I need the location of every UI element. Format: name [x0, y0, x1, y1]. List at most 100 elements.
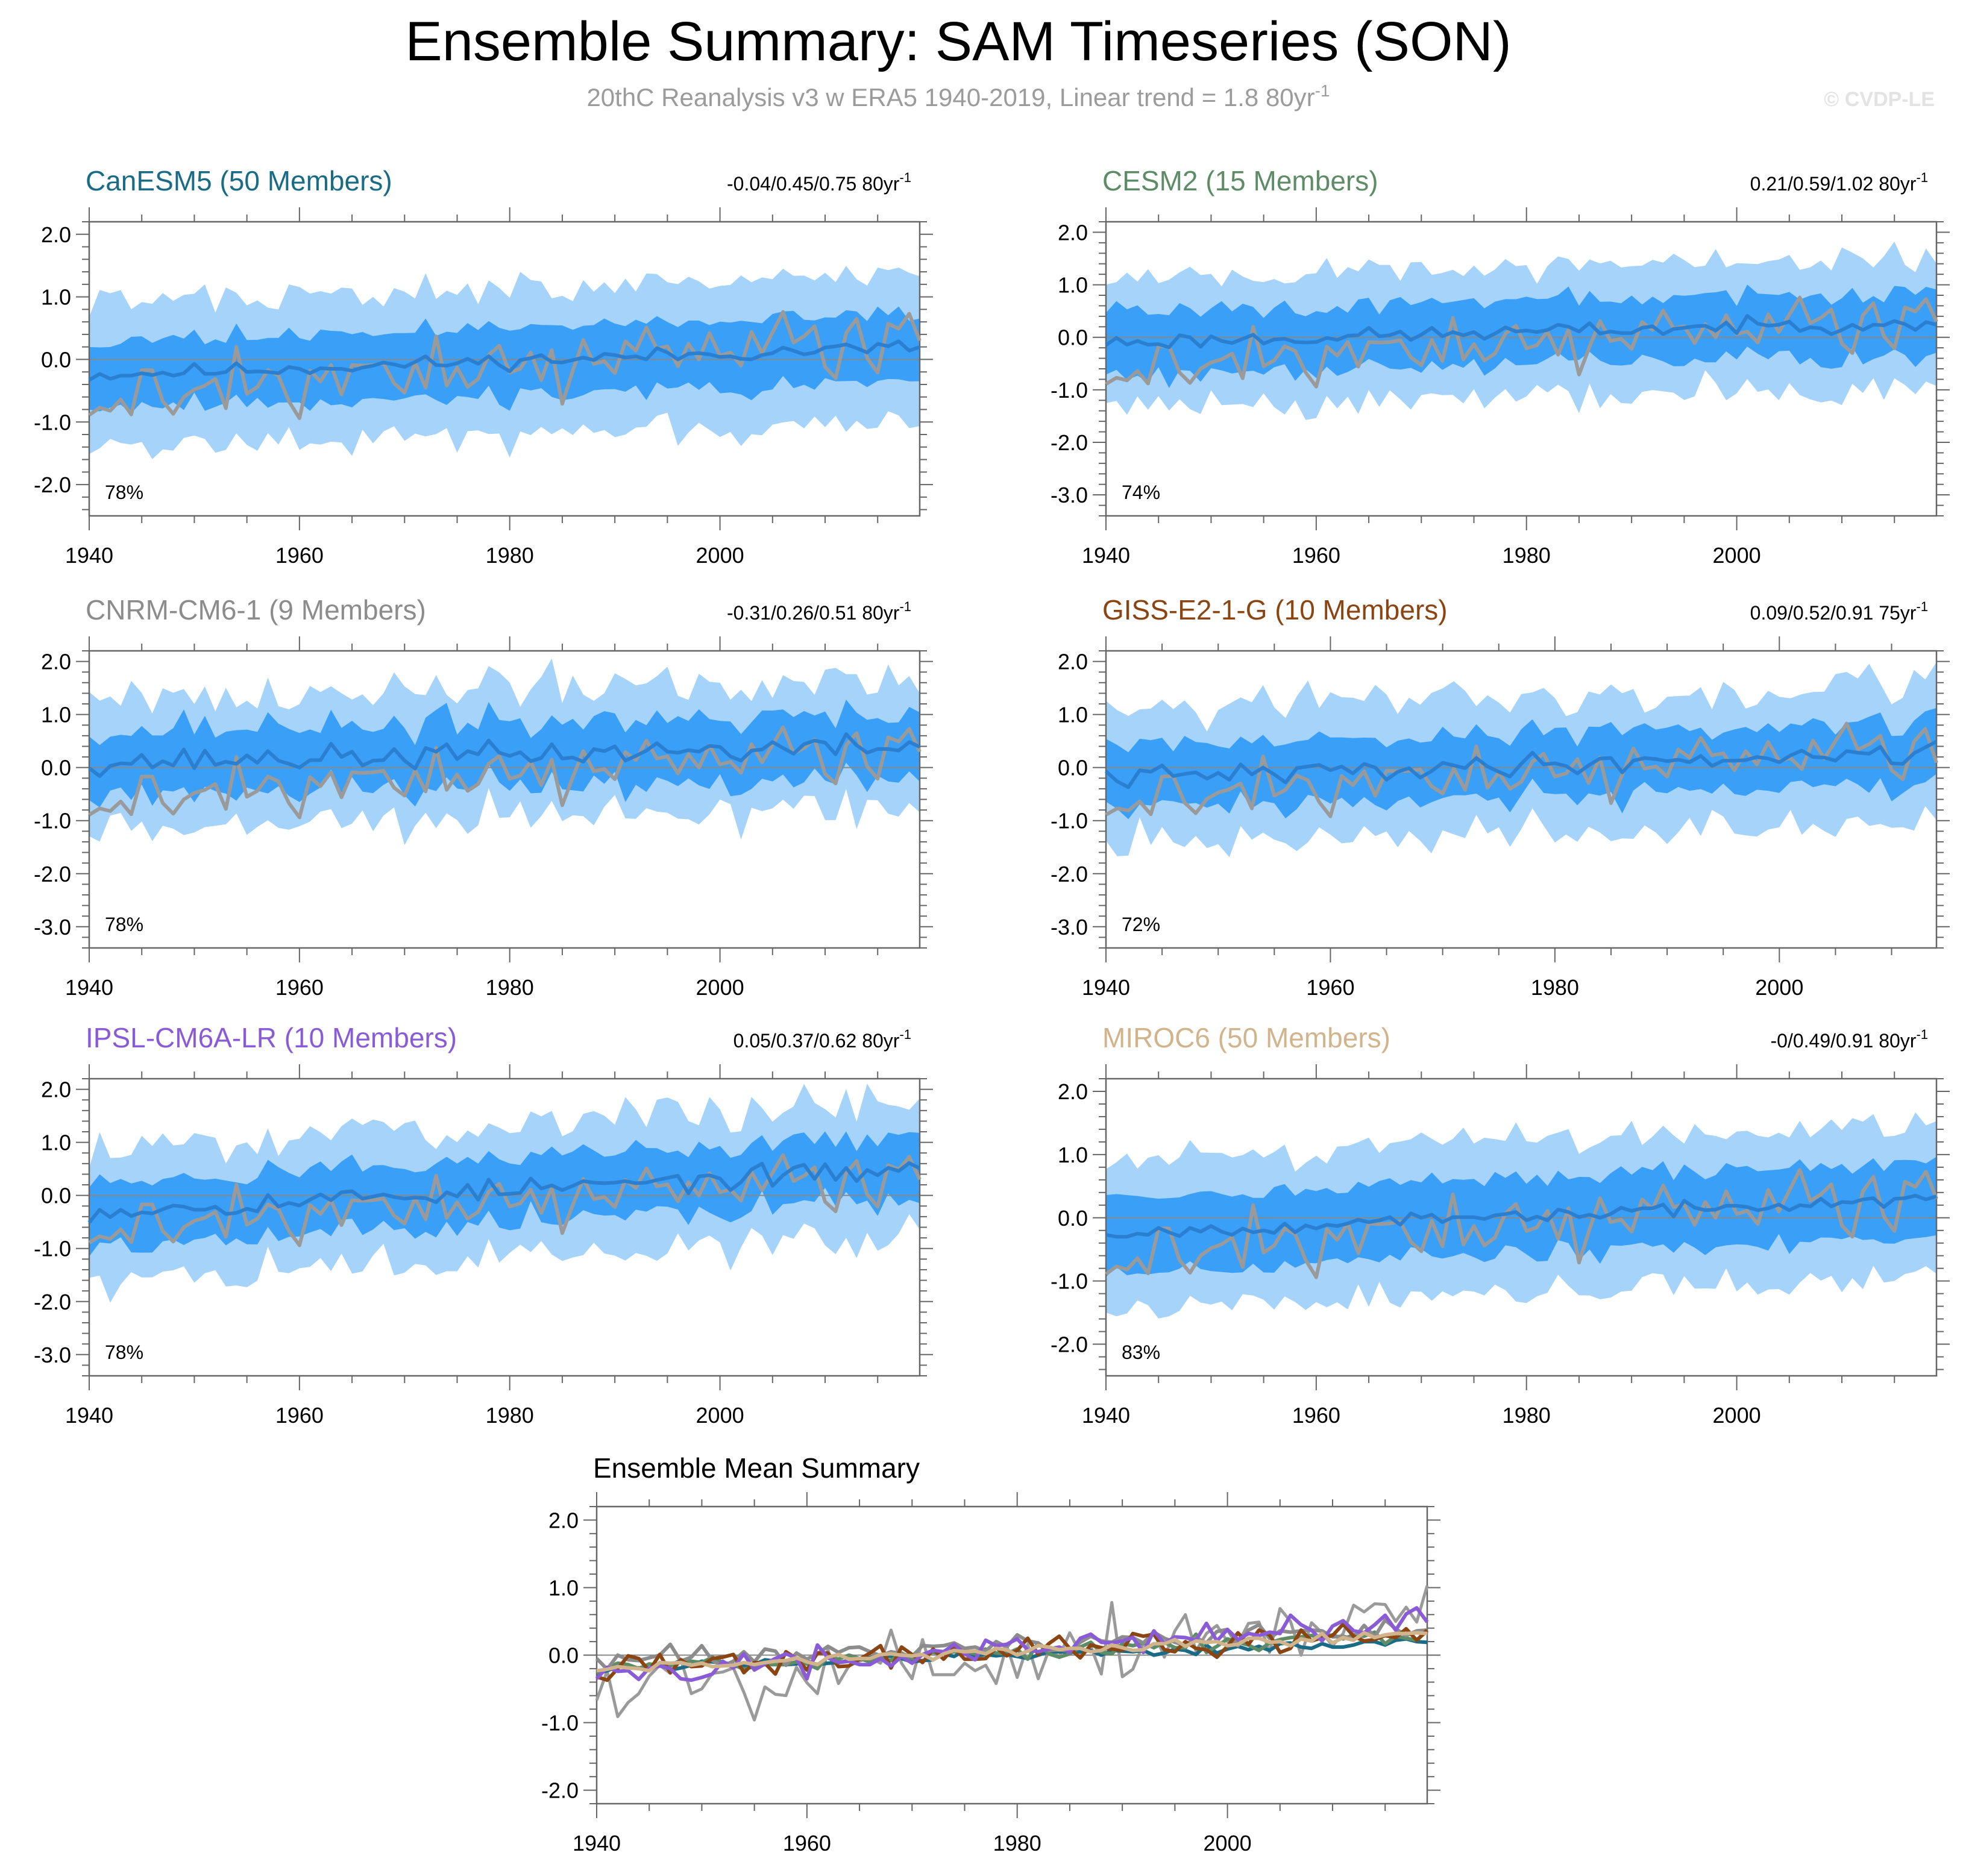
- ensmean-ytick-label: -1.0: [541, 1711, 579, 1736]
- cnrm-xtick-label: 1980: [486, 975, 534, 1000]
- ipsl-xtick-label: 1940: [65, 1403, 113, 1428]
- canesm5-plot-frame: [88, 221, 921, 517]
- ipsl-panel-title: IPSL-CM6A-LR (10 Members): [86, 1022, 457, 1053]
- canesm5-percent-label: 78%: [105, 482, 143, 503]
- ensmean-ytick-label: 0.0: [548, 1643, 579, 1668]
- canesm5-trend-label: -0.04/0.45/0.75 80yr-1: [727, 170, 911, 195]
- ensmean-xtick-label: 1980: [993, 1831, 1041, 1856]
- ipsl-ytick-label: -3.0: [34, 1343, 71, 1367]
- cesm2-ytick-label: -2.0: [1051, 430, 1088, 455]
- miroc6-xtick-label: 1980: [1503, 1403, 1551, 1428]
- ensmean-panel-title: Ensemble Mean Summary: [593, 1452, 920, 1484]
- canesm5-trend-superscript: -1: [899, 170, 911, 185]
- cesm2-observation-line: [1105, 295, 1938, 389]
- giss-xtick-label: 1940: [1082, 975, 1130, 1000]
- miroc6-xtick-label: 1960: [1292, 1403, 1340, 1428]
- miroc6-trend-text: -0/0.49/0.91 80yr: [1771, 1030, 1917, 1052]
- cnrm-percent-label: 78%: [105, 914, 143, 935]
- copyright-label: © CVDP-LE: [1824, 88, 1935, 111]
- cesm2-ytick-label: 0.0: [1058, 325, 1088, 350]
- cnrm-trend-superscript: -1: [899, 599, 911, 614]
- canesm5-observation-line: [88, 310, 922, 420]
- ipsl-ytick-label: 0.0: [41, 1184, 71, 1208]
- giss-trend-superscript: -1: [1916, 599, 1928, 614]
- canesm5-xtick-label: 1960: [275, 543, 324, 568]
- cnrm-xtick-label: 2000: [696, 975, 744, 1000]
- cnrm-ytick-label: 2.0: [41, 650, 71, 674]
- cesm2-trend-text: 0.21/0.59/1.02 80yr: [1750, 173, 1917, 195]
- giss-xtick-label: 1980: [1531, 975, 1579, 1000]
- canesm5-panel-title: CanESM5 (50 Members): [86, 165, 392, 196]
- canesm5-trend-text: -0.04/0.45/0.75 80yr: [727, 173, 900, 195]
- giss-ytick-label: -2.0: [1051, 862, 1088, 886]
- panel-miroc6: -2.0 -1.0 0.0 1.0 2.0 1940 1960 1980 2000 MIROC6 …: [1051, 1022, 1950, 1428]
- ensmean-xtick-label: 1940: [573, 1831, 621, 1856]
- cnrm-observation-line: [88, 725, 922, 820]
- giss-trend-text: 0.09/0.52/0.91 75yr: [1750, 602, 1917, 624]
- miroc6-ytick-label: 2.0: [1058, 1079, 1088, 1104]
- canesm5-ytick-label: -2.0: [34, 472, 71, 497]
- giss-xtick-label: 1960: [1306, 975, 1354, 1000]
- cesm2-ytick-label: -1.0: [1051, 378, 1088, 403]
- ipsl-trend-label: 0.05/0.37/0.62 80yr-1: [733, 1027, 911, 1052]
- panel-ipsl: -3.0 -2.0 -1.0 0.0 1.0 2.0 1940 1960 1980 2000 IPS…: [34, 1022, 933, 1428]
- ensmean-xtick-label: 1960: [783, 1831, 831, 1856]
- giss-panel-title: GISS-E2-1-G (10 Members): [1102, 594, 1448, 626]
- giss-ensemble-mean-line: [1104, 739, 1938, 789]
- giss-trend-label: 0.09/0.52/0.91 75yr-1: [1750, 599, 1928, 624]
- giss-xtick-label: 2000: [1755, 975, 1803, 1000]
- giss-ytick-label: -1.0: [1051, 809, 1088, 833]
- miroc6-xtick-label: 2000: [1713, 1403, 1761, 1428]
- panel-giss: -3.0 -2.0 -1.0 0.0 1.0 2.0 1940 1960 1980 2000 GIS…: [1051, 594, 1950, 1000]
- ipsl-ensemble-mean-line: [87, 1161, 921, 1224]
- cnrm-ytick-label: -3.0: [34, 915, 71, 940]
- miroc6-plot-frame: [1105, 1078, 1938, 1377]
- figure-title: Ensemble Summary: SAM Timeseries (SON): [405, 11, 1511, 72]
- ipsl-ytick-label: 1.0: [41, 1131, 71, 1155]
- cesm2-xtick-label: 1980: [1503, 543, 1551, 568]
- panel-cesm2: -3.0 -2.0 -1.0 0.0 1.0 2.0 1940 1960 1980 2000 CES…: [1051, 165, 1950, 568]
- figure-subtitle-text: 20thC Reanalysis v3 w ERA5 1940-2019, Li…: [586, 83, 1314, 111]
- miroc6-ytick-label: -1.0: [1051, 1269, 1088, 1294]
- ensmean-series-miroc6: [596, 1631, 1428, 1673]
- ensmean-xtick-label: 2000: [1204, 1831, 1252, 1856]
- cesm2-xtick-label: 1940: [1082, 543, 1130, 568]
- ipsl-percent-label: 78%: [105, 1341, 143, 1363]
- ensmean-ytick-label: 2.0: [548, 1508, 579, 1532]
- miroc6-trend-label: -0/0.49/0.91 80yr-1: [1771, 1027, 1929, 1052]
- ipsl-xtick-label: 1980: [486, 1403, 534, 1428]
- cesm2-ytick-label: -3.0: [1051, 483, 1088, 507]
- ipsl-xtick-label: 2000: [696, 1403, 744, 1428]
- giss-ytick-label: -3.0: [1051, 915, 1088, 940]
- cnrm-ytick-label: 0.0: [41, 756, 71, 780]
- cesm2-trend-superscript: -1: [1916, 170, 1928, 185]
- cesm2-panel-title: CESM2 (15 Members): [1102, 165, 1378, 196]
- giss-ytick-label: 2.0: [1058, 650, 1088, 674]
- cnrm-ensemble-mean-line: [88, 732, 921, 778]
- ipsl-trend-text: 0.05/0.37/0.62 80yr: [733, 1030, 900, 1052]
- cnrm-xtick-label: 1960: [275, 975, 324, 1000]
- figure-subtitle: 20thC Reanalysis v3 w ERA5 1940-2019, Li…: [586, 81, 1330, 111]
- canesm5-xtick-label: 2000: [696, 543, 744, 568]
- cnrm-panel-title: CNRM-CM6-1 (9 Members): [86, 594, 426, 626]
- giss-ytick-label: 0.0: [1058, 756, 1088, 780]
- miroc6-trend-superscript: -1: [1916, 1027, 1928, 1042]
- miroc6-percent-label: 83%: [1122, 1341, 1160, 1363]
- cesm2-trend-label: 0.21/0.59/1.02 80yr-1: [1750, 170, 1928, 195]
- giss-percent-label: 72%: [1122, 914, 1160, 935]
- cesm2-ytick-label: 2.0: [1058, 220, 1088, 245]
- canesm5-xtick-label: 1940: [65, 543, 113, 568]
- canesm5-ytick-label: 0.0: [41, 347, 71, 372]
- cesm2-xtick-label: 2000: [1713, 543, 1761, 568]
- canesm5-ytick-label: 1.0: [41, 285, 71, 310]
- cesm2-xtick-label: 1960: [1292, 543, 1340, 568]
- canesm5-ytick-label: -1.0: [34, 410, 71, 434]
- miroc6-ytick-label: 1.0: [1058, 1143, 1088, 1167]
- ipsl-ytick-label: 2.0: [41, 1078, 71, 1102]
- panel-cnrm: -3.0 -2.0 -1.0 0.0 1.0 2.0 1940 1960 1980 2000 CNR…: [34, 594, 933, 1000]
- giss-ytick-label: 1.0: [1058, 703, 1088, 727]
- figure-subtitle-superscript: -1: [1315, 81, 1330, 100]
- canesm5-ytick-label: 2.0: [41, 222, 71, 247]
- panel-canesm5: -2.0 -1.0 0.0 1.0 2.0 1940 1960 1980 2000 CanESM5…: [34, 165, 933, 568]
- cnrm-xtick-label: 1940: [65, 975, 113, 1000]
